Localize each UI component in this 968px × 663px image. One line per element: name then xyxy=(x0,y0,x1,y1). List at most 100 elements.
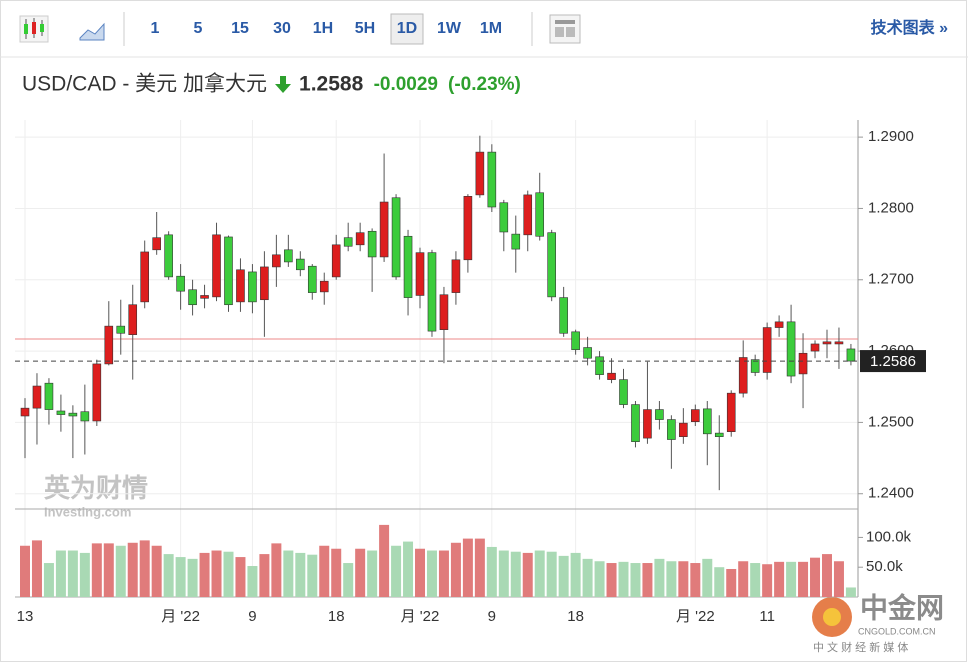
volume-bar xyxy=(534,550,545,597)
volume-bar xyxy=(582,558,593,597)
technical-chart-link[interactable]: 技术图表 » xyxy=(871,18,948,37)
candle-body xyxy=(32,385,42,409)
y-tick-label: 1.2800 xyxy=(868,199,914,216)
candle-body xyxy=(702,408,712,435)
candle-body xyxy=(104,325,114,365)
volume-bar xyxy=(247,566,258,597)
candle-body xyxy=(164,234,173,278)
candle-body xyxy=(212,234,221,298)
candle-body xyxy=(331,244,341,278)
interval-button[interactable]: 1H xyxy=(313,20,333,37)
volume-bar xyxy=(91,543,102,597)
y-tick-label: 1.2400 xyxy=(868,485,914,502)
interval-button[interactable]: 1 xyxy=(151,20,160,37)
volume-tick-label: 50.0k xyxy=(866,558,903,575)
candle-body xyxy=(367,230,377,258)
x-tick-label: 月 '22 xyxy=(401,608,440,625)
logo xyxy=(823,608,841,626)
candle-body xyxy=(810,343,820,352)
x-tick-label: 9 xyxy=(248,608,256,625)
interval-button[interactable]: 30 xyxy=(273,20,291,37)
candle-body xyxy=(188,289,197,306)
volume-bar xyxy=(630,563,641,597)
plot xyxy=(15,120,858,597)
candle-body xyxy=(571,331,580,350)
panel-icon[interactable] xyxy=(549,14,581,44)
candle-body xyxy=(655,409,664,420)
x-tick-label: 11 xyxy=(759,608,775,625)
volume-bar xyxy=(558,555,569,597)
line-icon[interactable] xyxy=(79,22,105,41)
volume-tick-label: 100.0k xyxy=(866,528,912,545)
price: 1.2588 xyxy=(299,73,364,96)
candle-body xyxy=(92,363,102,422)
candle-body xyxy=(774,321,784,328)
volume-bar xyxy=(642,563,653,597)
candle-body xyxy=(439,294,449,330)
volume-bar xyxy=(833,561,844,597)
candle-body xyxy=(523,194,533,236)
volume-bar xyxy=(163,554,174,597)
candle-body xyxy=(499,202,509,233)
candle-body xyxy=(511,233,521,250)
candle-body xyxy=(583,347,592,359)
volume-bar xyxy=(139,540,150,597)
interval-button[interactable]: 1D xyxy=(397,20,417,37)
watermark: 中金网 xyxy=(860,591,944,623)
selected-box xyxy=(390,13,424,45)
candle-body xyxy=(475,151,485,196)
interval-button[interactable]: 15 xyxy=(231,20,249,37)
x-tick-label: 13 xyxy=(17,608,34,625)
candle-body xyxy=(415,252,425,296)
x-tick-label: 9 xyxy=(488,608,496,625)
interval-button[interactable]: 1W xyxy=(437,20,462,37)
candle-body xyxy=(547,232,556,298)
volume-bar xyxy=(211,550,222,597)
candle-body xyxy=(631,404,640,442)
interval-button[interactable]: 5 xyxy=(194,20,203,37)
candle-body xyxy=(200,295,209,299)
candle-body xyxy=(726,392,736,432)
candle-body xyxy=(798,352,808,375)
candle-body xyxy=(738,357,748,394)
volume-bar xyxy=(606,563,617,597)
candle-body xyxy=(846,348,856,362)
volume-bar xyxy=(702,558,713,597)
candle-body xyxy=(80,411,90,422)
candle-icon[interactable] xyxy=(19,15,49,43)
interval-button[interactable]: 5H xyxy=(355,20,375,37)
candle-body xyxy=(152,237,161,251)
candle-body xyxy=(595,356,604,375)
volume-bar xyxy=(522,552,533,597)
x-tick-label: 18 xyxy=(328,608,345,625)
volume-bar xyxy=(151,545,162,597)
candle-body xyxy=(535,192,545,237)
volume-bar xyxy=(750,563,761,597)
volume-bar xyxy=(618,561,629,597)
volume-bar xyxy=(67,550,78,597)
candle-body xyxy=(762,327,772,373)
volume-bar xyxy=(462,538,473,597)
volume-bar xyxy=(426,550,437,597)
y-tick-label: 1.2500 xyxy=(868,413,914,430)
y-tick-label: 1.2700 xyxy=(868,271,914,288)
volume-bar xyxy=(510,551,521,597)
volume-bar xyxy=(666,561,677,597)
volume-bar xyxy=(415,548,426,597)
candle-body xyxy=(140,251,149,303)
volume-bar xyxy=(594,561,605,597)
candle-body xyxy=(56,410,66,415)
x-tick-label: 月 '22 xyxy=(161,608,200,625)
candle-body xyxy=(116,325,126,334)
interval-button[interactable]: 1M xyxy=(480,20,502,37)
candle-body xyxy=(391,197,401,278)
volume-bar xyxy=(821,554,832,597)
candle-body xyxy=(44,382,54,410)
volume-bar xyxy=(283,550,294,597)
volume-bar xyxy=(403,541,414,597)
volume-bar xyxy=(570,552,581,597)
candle-body xyxy=(750,359,760,373)
volume-bar xyxy=(20,545,30,597)
volume-bar xyxy=(438,550,449,597)
candle-body xyxy=(307,265,317,293)
